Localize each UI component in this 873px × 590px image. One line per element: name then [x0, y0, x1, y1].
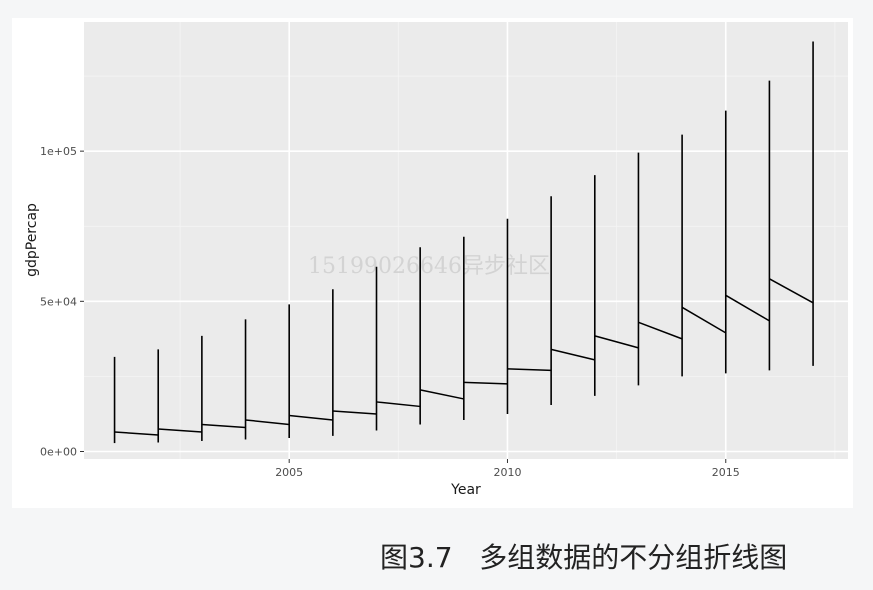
- connector-line: [289, 414, 333, 421]
- line-chart: 15199026646异步社区 0e+00 5e+04 1e+05 2005 2010…: [24, 22, 848, 498]
- y-axis-title: gdpPercap: [24, 203, 40, 277]
- connector-line: [158, 428, 202, 433]
- x-tick-label: 2010: [493, 466, 521, 479]
- data-vertical-lines: [113, 41, 814, 444]
- watermark-text: 15199026646异步社区: [308, 254, 550, 279]
- connector-line: [114, 431, 159, 436]
- x-tick-label: 2005: [275, 466, 303, 479]
- chart-figure: 15199026646异步社区 0e+00 5e+04 1e+05 2005 2010…: [12, 18, 853, 508]
- connector-line: [376, 401, 421, 408]
- connector-line: [245, 419, 290, 426]
- connector-line: [550, 348, 595, 361]
- grid-minor: [84, 22, 848, 459]
- connector-line: [201, 423, 246, 429]
- figure-caption: 图3.7 多组数据的不分组折线图: [380, 541, 788, 574]
- connector-line: [769, 278, 814, 304]
- x-tick-label: 2015: [712, 466, 740, 479]
- y-tick-label: 5e+04: [40, 295, 77, 308]
- connector-line: [638, 321, 683, 340]
- connector-line: [463, 381, 508, 385]
- x-axis-title: Year: [450, 482, 481, 498]
- x-axis-ticks: 2005 2010 2015: [275, 459, 740, 479]
- connector-line: [332, 410, 377, 415]
- y-axis-ticks: 0e+00 5e+04 1e+05: [40, 145, 84, 458]
- data-connector-lines: [114, 278, 814, 436]
- connector-line: [594, 335, 639, 349]
- y-tick-label: 0e+00: [40, 445, 77, 458]
- connector-line: [507, 368, 552, 372]
- connector-line: [420, 389, 464, 400]
- plot-panel: [84, 22, 848, 459]
- connector-line: [681, 306, 727, 334]
- connector-line: [725, 294, 770, 322]
- y-tick-label: 1e+05: [40, 145, 77, 158]
